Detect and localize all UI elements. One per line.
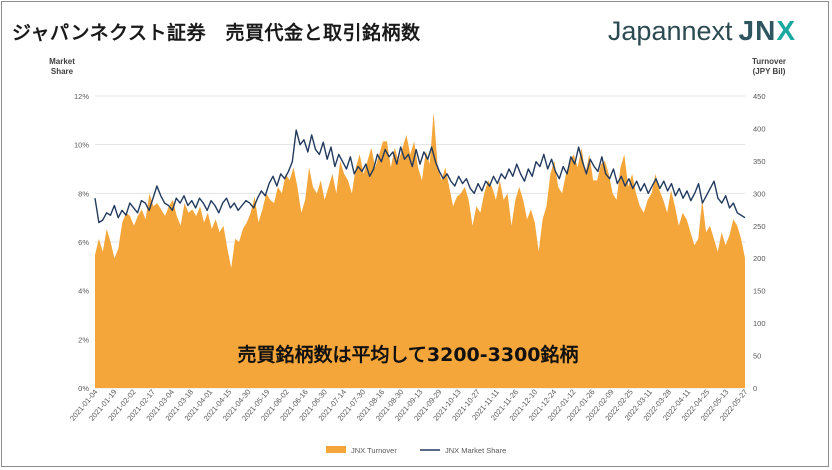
logo-wordmark: Japannext [607,16,733,46]
right-tick-label: 50 [753,352,761,361]
left-tick-label: 2% [78,335,89,344]
left-axis-ticks: 0% 2% 4% 6% 8% 10% 12% [74,92,89,393]
left-tick-label: 4% [78,287,89,296]
left-axis-title-1: Market [49,57,75,66]
right-axis-title-2: (JPY Bil) [753,67,786,76]
right-axis-ticks: 0 50 100 150 200 250 300 350 400 450 [753,92,766,393]
left-tick-label: 10% [74,141,89,150]
left-tick-label: 0% [78,384,89,393]
chart-annotation: 売買銘柄数は平均して3200-3300銘柄 [237,343,578,366]
left-tick-label: 12% [74,92,89,101]
x-axis-ticks: 2021-01-042021-01-192021-02-022021-02-17… [68,388,750,423]
jnx-turnover-area [95,112,745,388]
right-tick-label: 0 [753,384,757,393]
right-tick-label: 200 [753,254,766,263]
right-tick-label: 450 [753,92,766,101]
japannext-logo: Japannext JNX [608,15,796,47]
right-tick-label: 350 [753,157,766,166]
right-axis-title-1: Turnover [752,57,786,66]
legend: JNX Turnover JNX Market Share [326,446,506,455]
jnx-market-share-line [94,129,746,224]
right-tick-label: 150 [753,287,766,296]
legend-share-label: JNX Market Share [445,446,506,455]
left-tick-label: 8% [78,189,89,198]
right-tick-label: 100 [753,319,766,328]
legend-turnover-label: JNX Turnover [351,446,397,455]
left-tick-label: 6% [78,238,89,247]
right-tick-label: 250 [753,222,766,231]
right-tick-label: 300 [753,189,766,198]
jnx-logo-mark: JNX [738,15,796,46]
legend-turnover-swatch [326,446,346,453]
page-title: ジャパンネクスト証券 売買代金と取引銘柄数 [12,22,421,44]
right-tick-label: 400 [753,124,766,133]
left-axis-title-2: Share [51,67,74,76]
